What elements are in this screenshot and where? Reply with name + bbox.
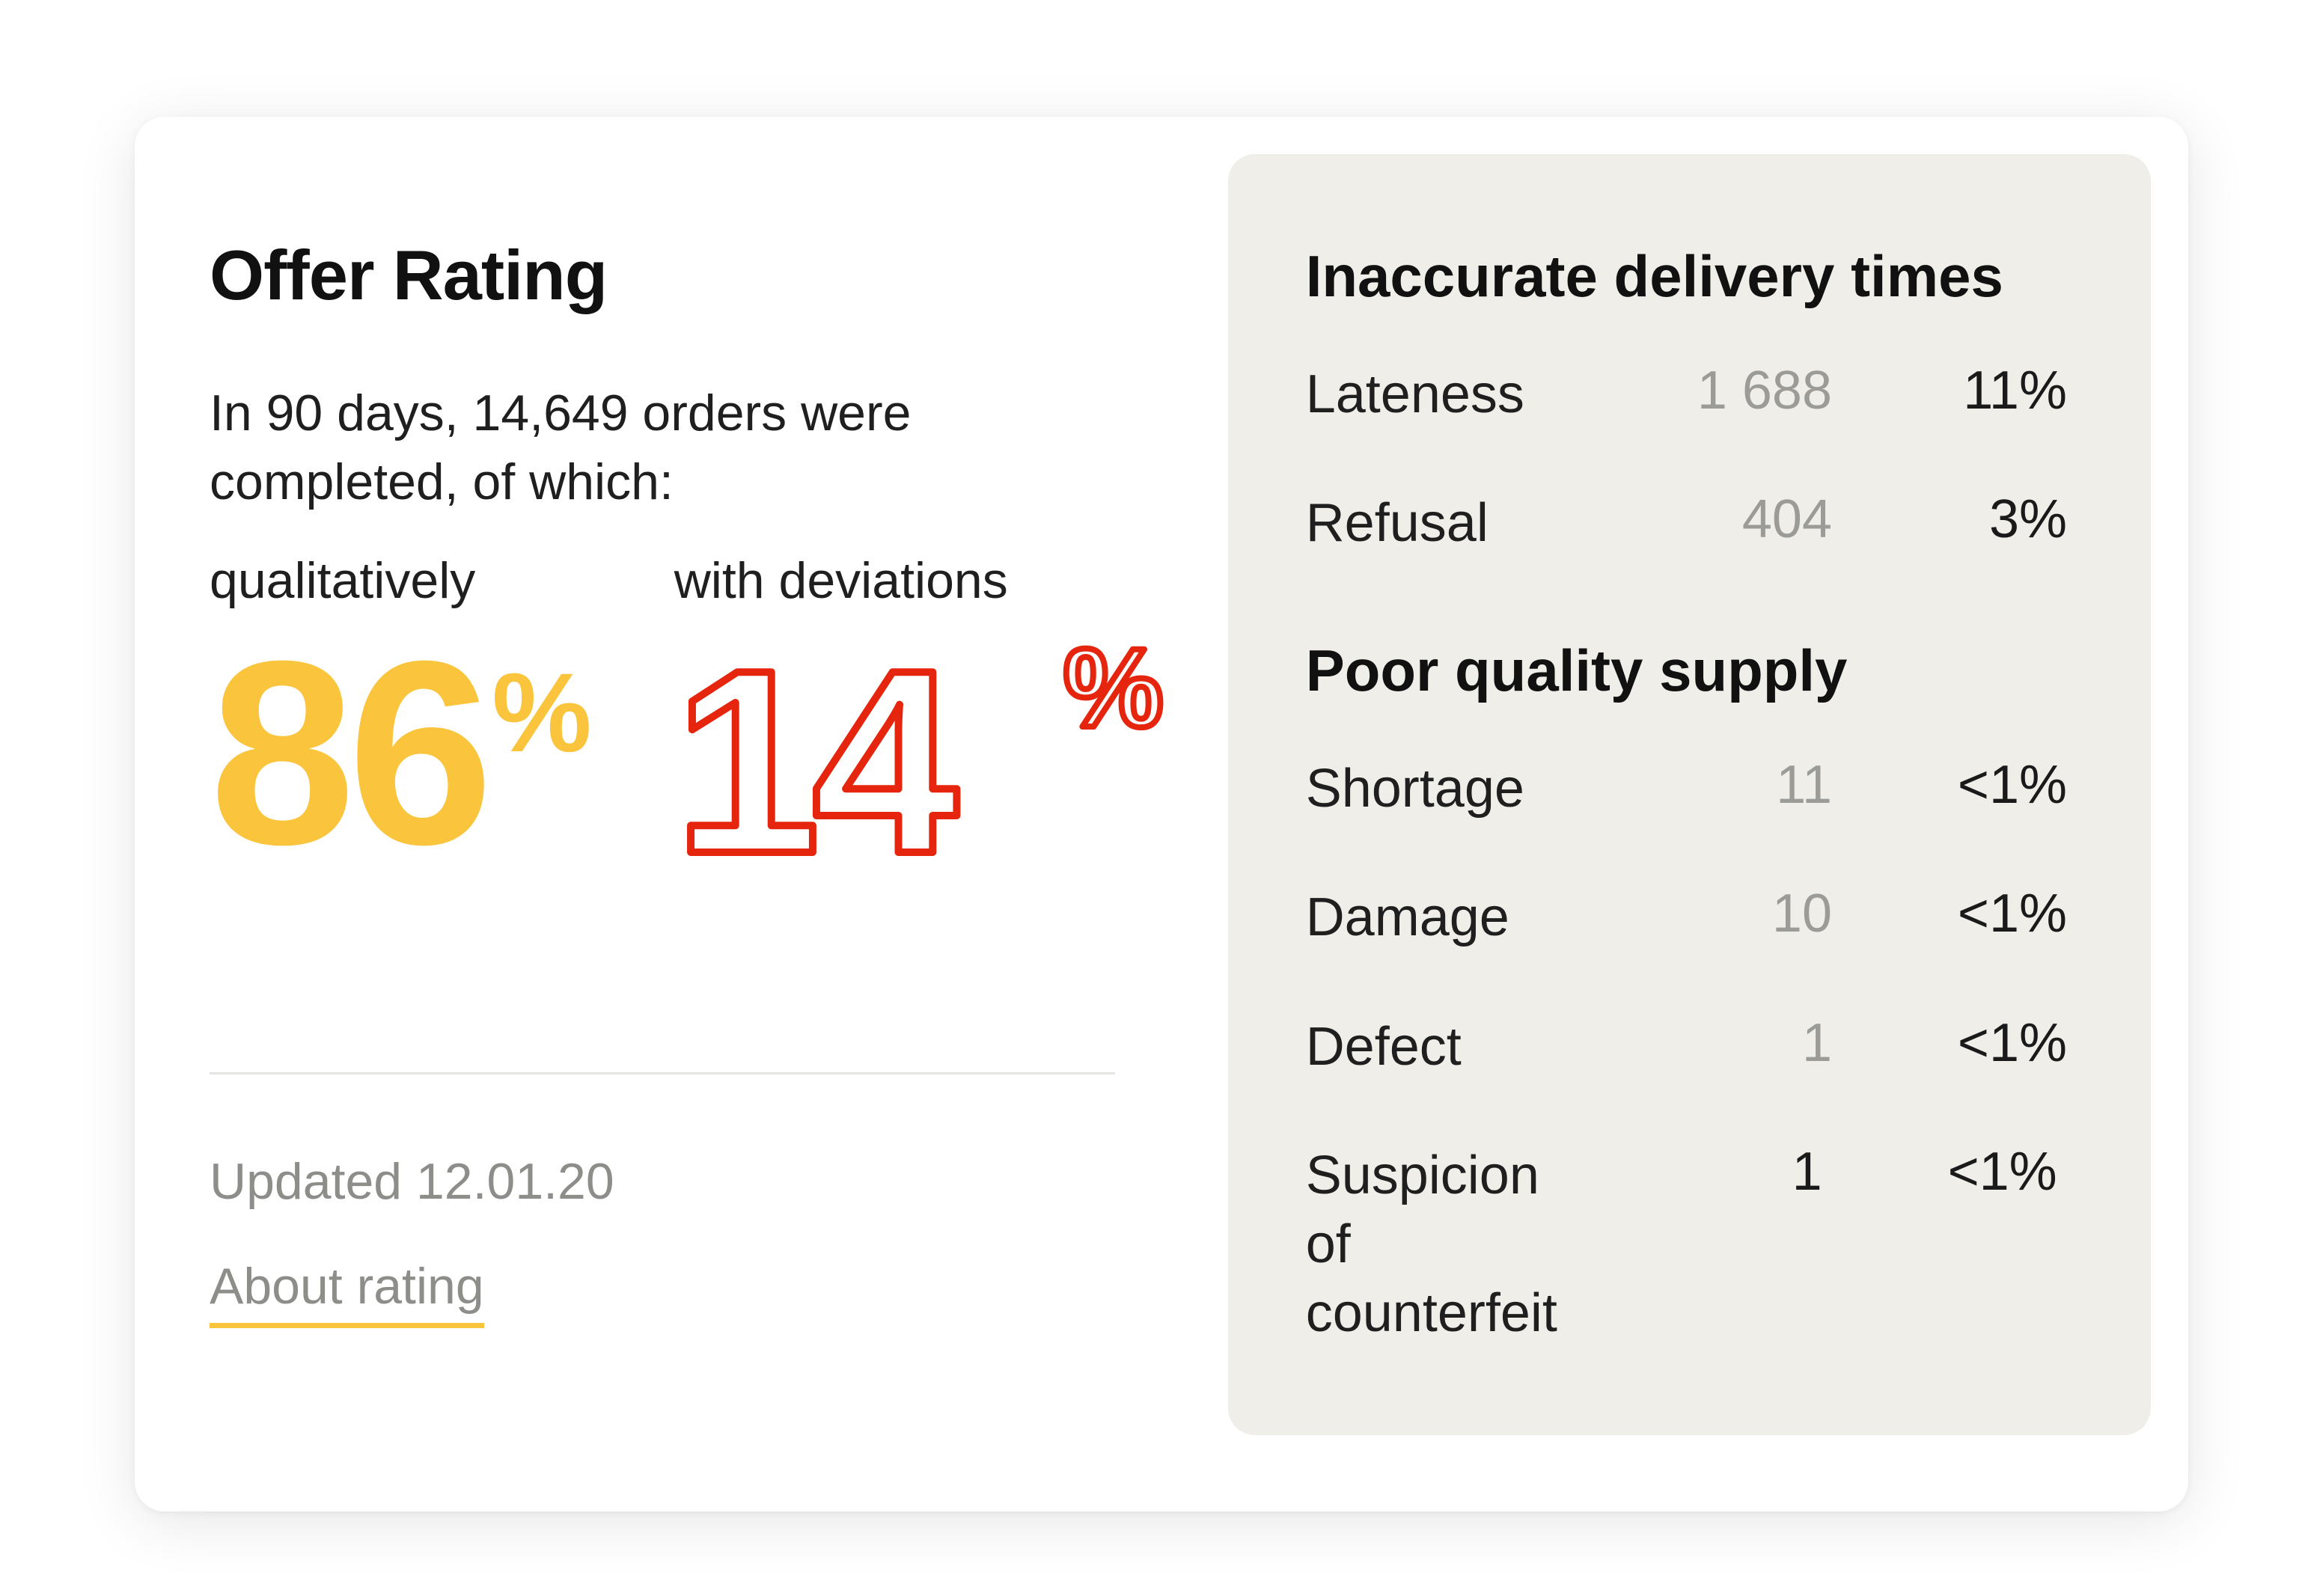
deviations-value: 14 <box>674 616 960 884</box>
rating-stats: qualitatively 86% with deviations 14 % <box>210 551 1198 884</box>
issue-count: 10 <box>1771 884 1832 944</box>
qualitative-percentage: 86% <box>210 606 592 899</box>
issue-count: 404 <box>1741 489 1832 550</box>
qualitative-value: 86 <box>210 606 493 899</box>
divider <box>210 1071 1115 1074</box>
orders-summary-text: In 90 days, 14,649 orders were completed… <box>210 385 912 511</box>
updated-date: Updated 12.01.20 <box>210 1152 614 1210</box>
offer-rating-card: Offer Rating In 90 days, 14,649 orders w… <box>135 117 2188 1511</box>
issue-percent: <1% <box>1957 884 2067 944</box>
issue-label: Defect <box>1305 1016 1462 1077</box>
issue-row-defect: Defect 1 <1% <box>1306 1012 2067 1081</box>
issue-row-shortage: Shortage 11 <1% <box>1306 754 2067 823</box>
deviations-percentage: 14 % <box>674 614 1166 884</box>
issue-label: Shortage <box>1305 759 1524 819</box>
issue-percent: <1% <box>1947 1141 2057 1202</box>
issue-label: Lateness <box>1305 364 1524 424</box>
qualitative-percent-sign: % <box>492 649 592 775</box>
issue-row-damage: Damage 10 <1% <box>1306 883 2067 952</box>
deviations-percent-sign: % <box>1063 625 1163 750</box>
qualitatively-label: qualitatively <box>210 551 476 609</box>
about-rating-link[interactable]: About rating <box>210 1257 484 1328</box>
section-heading-quality: Poor quality supply <box>1305 638 1848 704</box>
issue-percent: 3% <box>1988 489 2067 550</box>
issue-count: 11 <box>1776 755 1832 816</box>
section-heading-delivery: Inaccurate delivery times <box>1305 243 2003 309</box>
issue-label: Suspicion of counterfeit <box>1305 1145 1557 1344</box>
stat-with-deviations: with deviations 14 % <box>674 551 1198 884</box>
deviations-label: with deviations <box>674 551 1008 609</box>
issue-percent: <1% <box>1957 1012 2067 1073</box>
card-title: Offer Rating <box>210 236 608 314</box>
issue-row-counterfeit: Suspicion of counterfeit 1 <1% <box>1306 1141 2067 1348</box>
issue-percent: <1% <box>1957 755 2067 816</box>
issues-panel: Inaccurate delivery times Lateness 1 688… <box>1227 154 2151 1435</box>
stat-qualitatively: qualitatively 86% <box>210 551 592 899</box>
issue-label: Refusal <box>1305 493 1489 554</box>
issue-percent: 11% <box>1963 361 2067 421</box>
issue-count: 1 688 <box>1697 361 1832 421</box>
rating-summary-section: Offer Rating In 90 days, 14,649 orders w… <box>135 117 1228 1511</box>
issue-label: Damage <box>1305 887 1509 948</box>
issue-row-lateness: Lateness 1 688 11% <box>1306 360 2067 429</box>
issue-row-refusal: Refusal 404 3% <box>1306 489 2067 557</box>
issue-count: 1 <box>1801 1012 1832 1073</box>
issue-count: 1 <box>1792 1141 1822 1202</box>
